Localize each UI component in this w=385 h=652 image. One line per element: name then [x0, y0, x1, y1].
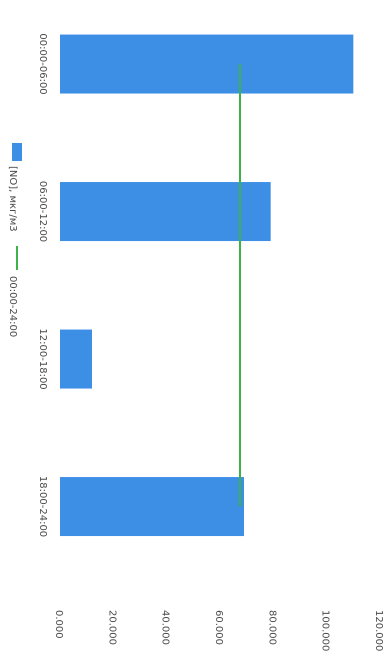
bar-3 — [60, 477, 244, 537]
category-label-1: 06:00-12:00 — [37, 181, 48, 242]
tick-label-0: 0.000 — [53, 610, 64, 639]
bars-layer — [60, 34, 354, 537]
bar-0 — [60, 34, 354, 94]
tick-label-4: 80.000 — [266, 610, 277, 645]
category-labels: 00:00-06:00 06:00-12:00 12:00-18:00 18:00-2… — [37, 33, 48, 537]
legend: [NO], мкг/м3 00:00-24:00 — [7, 143, 22, 337]
category-label-3: 18:00-24:00 — [37, 476, 48, 537]
bar-2 — [60, 329, 92, 389]
tick-label-1: 20.000 — [106, 610, 117, 645]
category-label-2: 12:00-18:00 — [37, 328, 48, 389]
tick-label-3: 60.000 — [213, 610, 224, 645]
tick-label-2: 40.000 — [160, 610, 171, 645]
legend-label-line: 00:00-24:00 — [7, 276, 18, 337]
y-axis-ticks: 0.000 20.000 40.000 60.000 80.000 100.000 120.… — [53, 610, 384, 651]
legend-swatch-bar — [12, 143, 22, 161]
tick-label-6: 120.000 — [373, 610, 384, 651]
category-label-0: 00:00-06:00 — [37, 33, 48, 94]
legend-label-bar: [NO], мкг/м3 — [7, 166, 18, 232]
tick-label-5: 100.000 — [320, 610, 331, 651]
bar-1 — [60, 182, 271, 242]
